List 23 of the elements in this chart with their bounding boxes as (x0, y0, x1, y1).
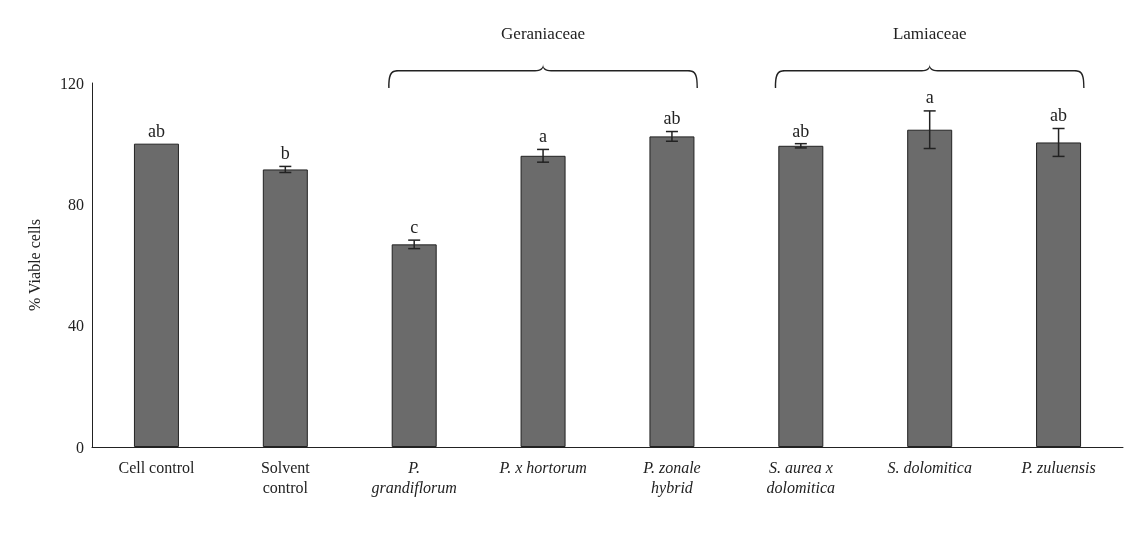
data-label: a (539, 126, 548, 147)
data-label: ab (792, 120, 810, 141)
x-tick-label: Solvent control (260, 458, 311, 496)
y-tick-label: 0 (76, 438, 84, 456)
x-tick-label: Cell control (118, 458, 195, 476)
x-tick-label: P. x hortorum (498, 458, 587, 476)
y-tick-label: 80 (68, 195, 84, 213)
data-label: c (410, 216, 419, 237)
x-tick-label: S. aurea x dolomitica (766, 458, 836, 496)
data-label: b (280, 143, 290, 164)
text: Lamiaceae (892, 23, 967, 43)
x-tick-label: P. zonale hybrid (642, 458, 701, 497)
x-tick-label: S. dolomitica (887, 458, 972, 476)
y-tick-label: 40 (68, 317, 84, 335)
y-axis-title: % Viable cells (25, 218, 43, 312)
x-tick-label: P. zuluensis (1020, 458, 1096, 476)
data-label: ab (1050, 104, 1068, 125)
data-label: ab (147, 120, 165, 141)
data-label: ab (663, 108, 681, 129)
y-tick-label: 120 (60, 74, 84, 92)
text: Geraniaceae (501, 23, 586, 43)
data-label: a (925, 87, 934, 108)
x-tick-label: P. grandiflorum (371, 458, 457, 497)
